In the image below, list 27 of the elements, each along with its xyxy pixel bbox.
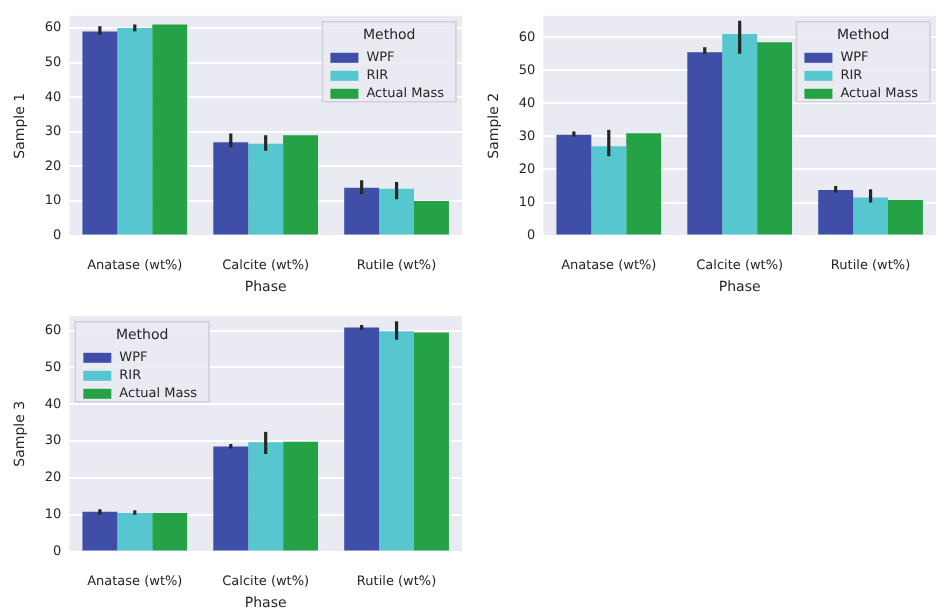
bar — [213, 142, 249, 235]
bar — [283, 135, 319, 235]
bar — [344, 187, 380, 235]
bar — [379, 188, 415, 235]
bar — [414, 200, 449, 235]
bar — [722, 33, 758, 235]
bar — [379, 331, 415, 551]
bar — [626, 133, 662, 235]
bar — [152, 512, 188, 551]
bar — [248, 143, 284, 235]
bar — [248, 442, 284, 551]
bar — [117, 512, 153, 551]
bar — [213, 446, 249, 551]
bar — [414, 332, 449, 551]
bar — [117, 27, 153, 235]
bar — [283, 441, 319, 551]
bar — [591, 146, 627, 235]
bar — [818, 189, 854, 235]
bar — [853, 197, 889, 235]
bar — [757, 42, 793, 235]
bar — [82, 31, 118, 235]
bar — [152, 24, 188, 235]
bar — [556, 134, 592, 235]
bar — [888, 199, 923, 235]
bar — [687, 52, 723, 235]
bar — [82, 511, 118, 551]
bar — [344, 327, 380, 551]
